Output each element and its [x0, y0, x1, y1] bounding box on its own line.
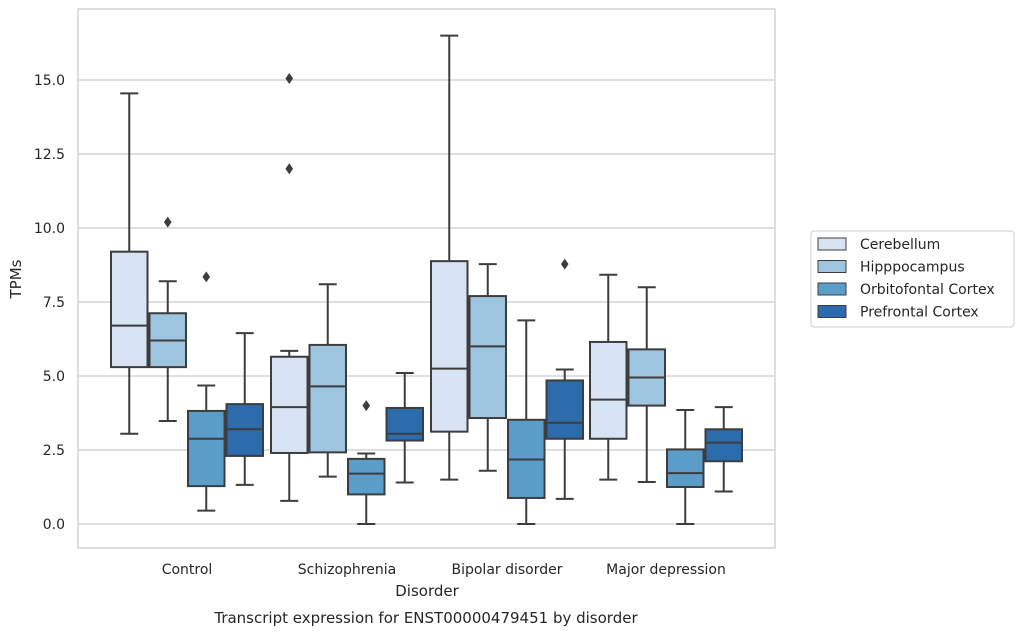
- legend-swatch: [817, 237, 847, 251]
- x-tick-label: Control: [162, 562, 213, 578]
- y-tick-label: 2.5: [43, 443, 65, 459]
- box-series: [110, 34, 743, 525]
- legend-swatch: [817, 305, 847, 318]
- box: [270, 73, 309, 502]
- y-tick-label: 5.0: [43, 369, 65, 385]
- box: [589, 273, 628, 481]
- box: [385, 372, 424, 484]
- outlier-point: [362, 400, 371, 412]
- x-tick-label: Bipolar disorder: [451, 562, 562, 578]
- box-body: [666, 448, 705, 488]
- outlier-point: [285, 163, 294, 175]
- series-prefrontal-cortex: [225, 258, 743, 500]
- legend-label: Hipppocampus: [860, 260, 965, 276]
- legend-label: Prefrontal Cortex: [860, 305, 979, 321]
- series-orbitofontal-cortex: [187, 271, 705, 525]
- box: [627, 286, 666, 483]
- y-tick-label: 0.0: [43, 517, 65, 533]
- box: [468, 263, 507, 472]
- box-body: [468, 295, 507, 420]
- box: [430, 34, 469, 481]
- legend-label: Cerebellum: [860, 237, 940, 253]
- box-body: [545, 379, 584, 440]
- box: [187, 271, 226, 512]
- y-tick-label: 12.5: [34, 147, 65, 163]
- series-hipppocampus: [148, 216, 666, 483]
- legend: Cerebellum Hipppocampus Orbitofontal Corte…: [810, 230, 1015, 328]
- box: [545, 258, 584, 500]
- series-cerebellum: [110, 34, 628, 502]
- box: [110, 92, 149, 435]
- outlier-point: [560, 258, 569, 270]
- box-body: [270, 355, 309, 454]
- box-body: [187, 409, 226, 488]
- box-body: [589, 340, 628, 440]
- box-body: [347, 457, 386, 496]
- x-tick-label: Major depression: [606, 562, 726, 578]
- box: [148, 216, 187, 422]
- box: [704, 406, 743, 493]
- x-axis-ticks: Control Schizophrenia Bipolar disorder Majo…: [162, 562, 726, 578]
- y-tick-label: 10.0: [34, 221, 65, 237]
- y-axis-ticks: 0.0 2.5 5.0 7.5 10.0 12.5 15.0: [34, 73, 65, 533]
- outlier-point: [202, 271, 211, 283]
- y-tick-label: 15.0: [34, 73, 65, 89]
- box: [347, 400, 386, 525]
- legend-swatch: [817, 260, 847, 273]
- legend-label: Orbitofontal Cortex: [860, 282, 995, 298]
- y-axis-label: TPMs: [7, 259, 25, 299]
- x-axis-label: Disorder: [395, 582, 459, 600]
- box: [666, 409, 705, 525]
- outlier-point: [285, 73, 294, 85]
- x-tick-label: Schizophrenia: [298, 562, 396, 578]
- box-body: [308, 343, 347, 454]
- legend-frame: [810, 230, 1015, 328]
- box: [507, 319, 546, 525]
- box-body: [430, 260, 469, 433]
- box: [225, 332, 264, 486]
- chart-title: Transcript expression for ENST0000047945…: [213, 609, 638, 627]
- box: [308, 283, 347, 478]
- y-tick-label: 7.5: [43, 295, 65, 311]
- box-body: [704, 428, 743, 463]
- box-body: [385, 406, 424, 442]
- box-body: [110, 250, 149, 369]
- plot-frame: [77, 8, 776, 549]
- legend-swatch: [817, 282, 847, 296]
- outlier-point: [163, 216, 172, 228]
